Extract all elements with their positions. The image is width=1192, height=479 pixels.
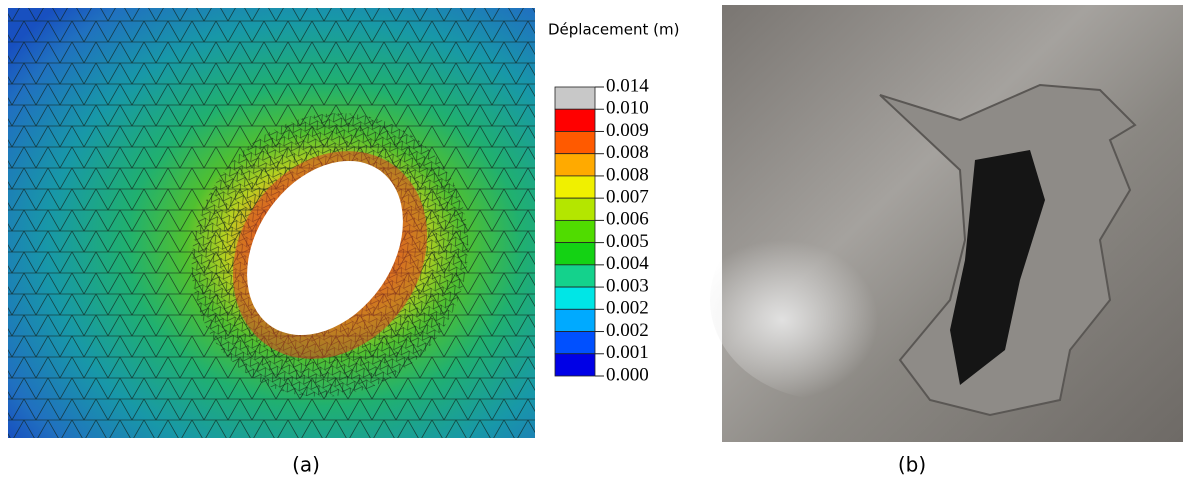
- colorbar: 0.0140.0100.0090.0080.0080.0070.0060.005…: [554, 75, 649, 385]
- color-band: [554, 197, 596, 221]
- legend-label: 0.006: [606, 209, 649, 230]
- legend-label: 0.007: [606, 187, 649, 208]
- color-band: [554, 264, 596, 288]
- color-band: [554, 153, 596, 177]
- color-band: [554, 242, 596, 266]
- legend-label: 0.014: [606, 75, 649, 96]
- simulation-image: [8, 8, 535, 438]
- color-band: [554, 353, 596, 377]
- legend-label: 0.000: [606, 364, 649, 385]
- legend-title: Déplacement (m): [548, 21, 679, 39]
- legend-label: 0.008: [606, 164, 649, 185]
- photo: [710, 5, 1183, 442]
- legend-label: 0.008: [606, 142, 649, 163]
- legend-label: 0.004: [606, 253, 649, 274]
- color-band: [554, 175, 596, 199]
- legend-label: 0.002: [606, 298, 649, 319]
- color-band: [554, 331, 596, 355]
- legend-label: 0.005: [606, 231, 649, 252]
- legend-label: 0.003: [606, 275, 649, 296]
- caption: (a): [292, 453, 320, 477]
- legend-label: 0.010: [606, 98, 649, 119]
- color-band: [554, 131, 596, 155]
- legend-label: 0.002: [606, 320, 649, 341]
- legend-label: 0.009: [606, 120, 649, 141]
- legend-label: 0.001: [606, 342, 649, 363]
- color-band: [554, 219, 596, 244]
- color-band: [554, 108, 596, 132]
- caption: (b): [898, 453, 926, 477]
- color-band: [554, 286, 596, 310]
- color-band: [554, 86, 596, 110]
- color-band: [554, 308, 596, 332]
